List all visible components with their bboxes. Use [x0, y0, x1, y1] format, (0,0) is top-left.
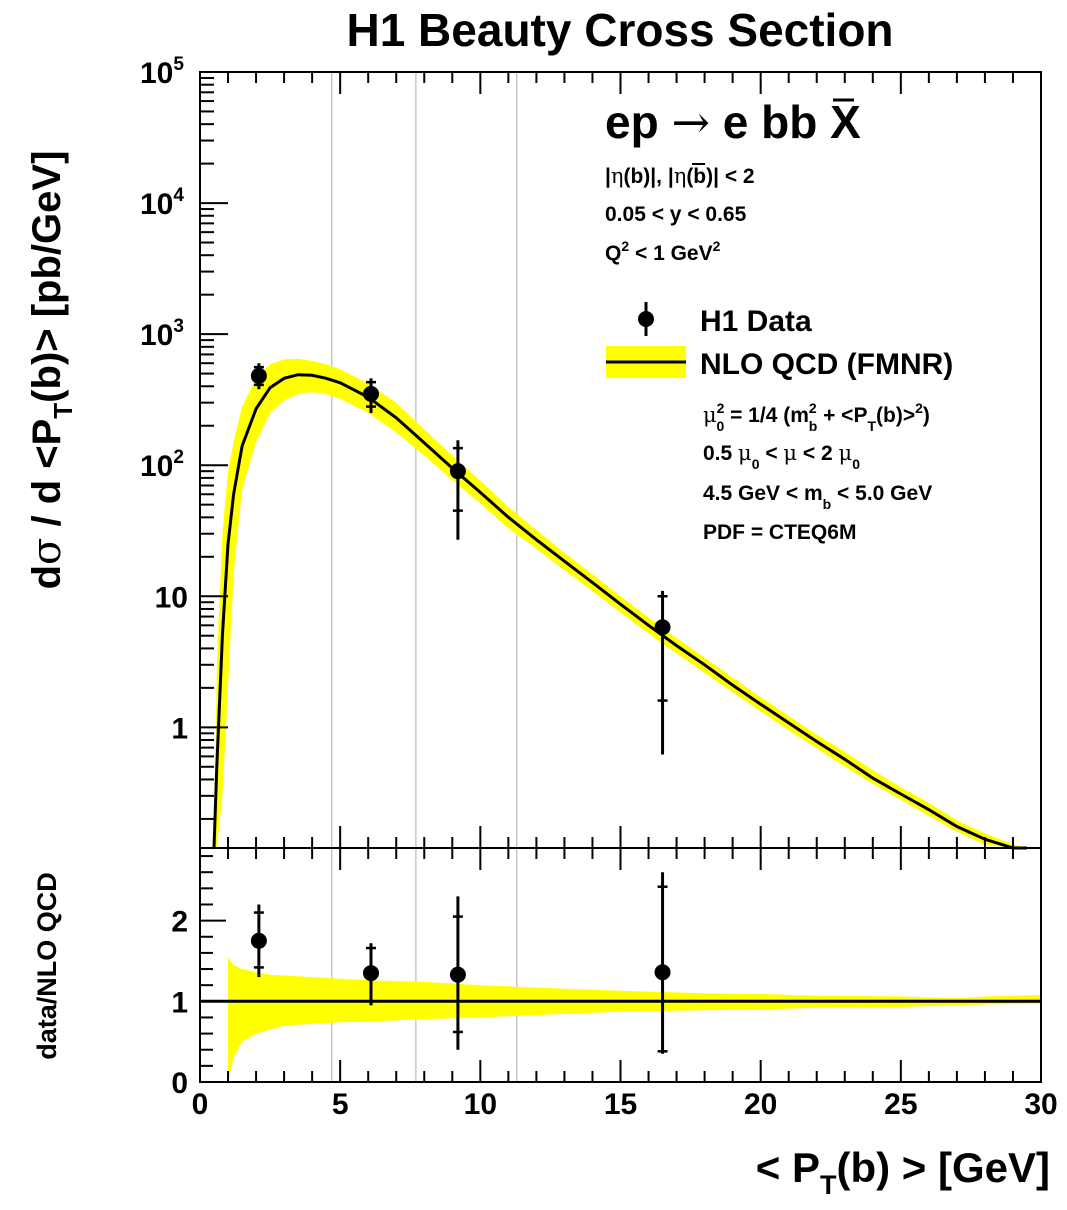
- y-tick-label-10-4: 104: [140, 185, 184, 221]
- svg-text:Q2 < 1 GeV2: Q2 < 1 GeV2: [605, 238, 721, 265]
- svg-text:0.5 μ0 < μ < 2 μ0: 0.5 μ0 < μ < 2 μ0: [703, 441, 860, 472]
- ratio-x-ticks: [199, 848, 1042, 1082]
- x-tick-label: 5: [332, 1088, 349, 1121]
- x-tick-label: 0: [192, 1088, 209, 1121]
- cut-q2: Q2 < 1 GeV2: [605, 238, 721, 265]
- ratio-y-tick-label: 2: [171, 906, 188, 939]
- legend-data-label: H1 Data: [700, 305, 812, 338]
- bin-edge-gridlines: [331, 72, 518, 848]
- cut-eta: |η(b)|, |η(b)| < 2: [605, 163, 755, 188]
- ratio-y-tick-label: 1: [171, 986, 188, 1019]
- main-y-ticks: [200, 71, 228, 820]
- theory-param-mu-range: 0.5 μ0 < μ < 2 μ0: [703, 441, 860, 472]
- legend-theory-label: NLO QCD (FMNR): [700, 348, 953, 381]
- bin-edge-gridlines-ratio: [331, 848, 518, 1082]
- svg-text:ep → e bb X: ep → e bb X: [605, 95, 861, 149]
- x-axis-label: < PT(b) > [GeV]: [756, 1144, 1050, 1200]
- svg-text:4.5 GeV < mb < 5.0 GeV: 4.5 GeV < mb < 5.0 GeV: [703, 482, 932, 512]
- ratio-plot-panel: 0 5 10 15 20 25 30 0 1 2: [171, 847, 1058, 1121]
- svg-text:< PT(b) > [GeV]: < PT(b) > [GeV]: [756, 1144, 1050, 1200]
- main-plot-frame: [199, 71, 1042, 849]
- y-tick-label-10-3: 103: [140, 316, 184, 352]
- theory-param-scale: μ2 0 = 1/4 (m2 b + <PT(b)>2): [703, 400, 930, 434]
- x-tick-label: 10: [464, 1088, 497, 1121]
- legend-theory-marker: [606, 346, 686, 378]
- data-point: [654, 964, 671, 981]
- x-tick-labels: 0 5 10 15 20 25 30: [192, 1088, 1058, 1121]
- x-tick-label: 30: [1024, 1088, 1057, 1121]
- y-tick-label-10: 10: [155, 581, 188, 614]
- theory-param-mb-range: 4.5 GeV < mb < 5.0 GeV: [703, 482, 932, 512]
- y-tick-label-10-5: 105: [140, 54, 184, 90]
- x-tick-label: 25: [884, 1088, 917, 1121]
- data-point: [250, 932, 267, 949]
- data-point: [250, 367, 267, 384]
- nlo-uncertainty-band-ratio: [228, 956, 1041, 1082]
- ratio-plot-frame: [199, 847, 1042, 1083]
- svg-text:105: 105: [140, 54, 184, 90]
- cut-y: 0.05 < y < 0.65: [605, 203, 747, 226]
- ratio-y-tick-label: 0: [171, 1067, 188, 1100]
- svg-text:104: 104: [140, 185, 184, 221]
- data-point: [654, 619, 671, 636]
- svg-text:dσ / d <PT(b)> [pb/GeV]: dσ / d <PT(b)> [pb/GeV]: [24, 151, 78, 590]
- y-tick-label-10-2: 102: [140, 447, 184, 483]
- y-tick-label-1: 1: [171, 712, 188, 745]
- data-point: [449, 966, 466, 983]
- ratio-y-axis-label: data/NLO QCD: [32, 872, 62, 1060]
- main-y-axis-label: dσ / d <PT(b)> [pb/GeV]: [24, 151, 78, 590]
- main-plot-panel: 1 10 102 103 104 105 ep → e bb X |η(b)|,…: [140, 54, 1042, 850]
- svg-text:103: 103: [140, 316, 184, 352]
- data-point: [449, 463, 466, 480]
- data-point: [363, 965, 380, 982]
- main-x-ticks: [199, 72, 1042, 848]
- ratio-y-ticks: [200, 855, 226, 1083]
- x-tick-label: 15: [604, 1088, 637, 1121]
- svg-text:102: 102: [140, 447, 184, 483]
- nlo-central-curve-main: [212, 373, 1027, 850]
- svg-text:μ20 = 1/4 (m2b + <PT(b)>2): μ2 0 = 1/4 (m2 b + <PT(b)>2): [703, 400, 930, 434]
- chart-title: H1 Beauty Cross Section: [346, 4, 893, 56]
- ratio-data-points: [250, 872, 671, 1054]
- legend: H1 Data NLO QCD (FMNR): [606, 302, 953, 381]
- svg-text:data/NLO QCD: data/NLO QCD: [32, 872, 62, 1060]
- x-tick-label: 20: [744, 1088, 777, 1121]
- theory-param-pdf: PDF = CTEQ6M: [703, 521, 856, 544]
- h1-data-points-main: [250, 363, 671, 755]
- svg-text:|η(b)|, |η(b)| < 2: |η(b)|, |η(b)| < 2: [605, 164, 755, 188]
- ratio-y-tick-labels: 0 1 2: [171, 906, 188, 1100]
- process-label: ep → e bb X: [605, 95, 861, 149]
- legend-data-marker: [638, 302, 654, 336]
- data-point: [363, 385, 380, 402]
